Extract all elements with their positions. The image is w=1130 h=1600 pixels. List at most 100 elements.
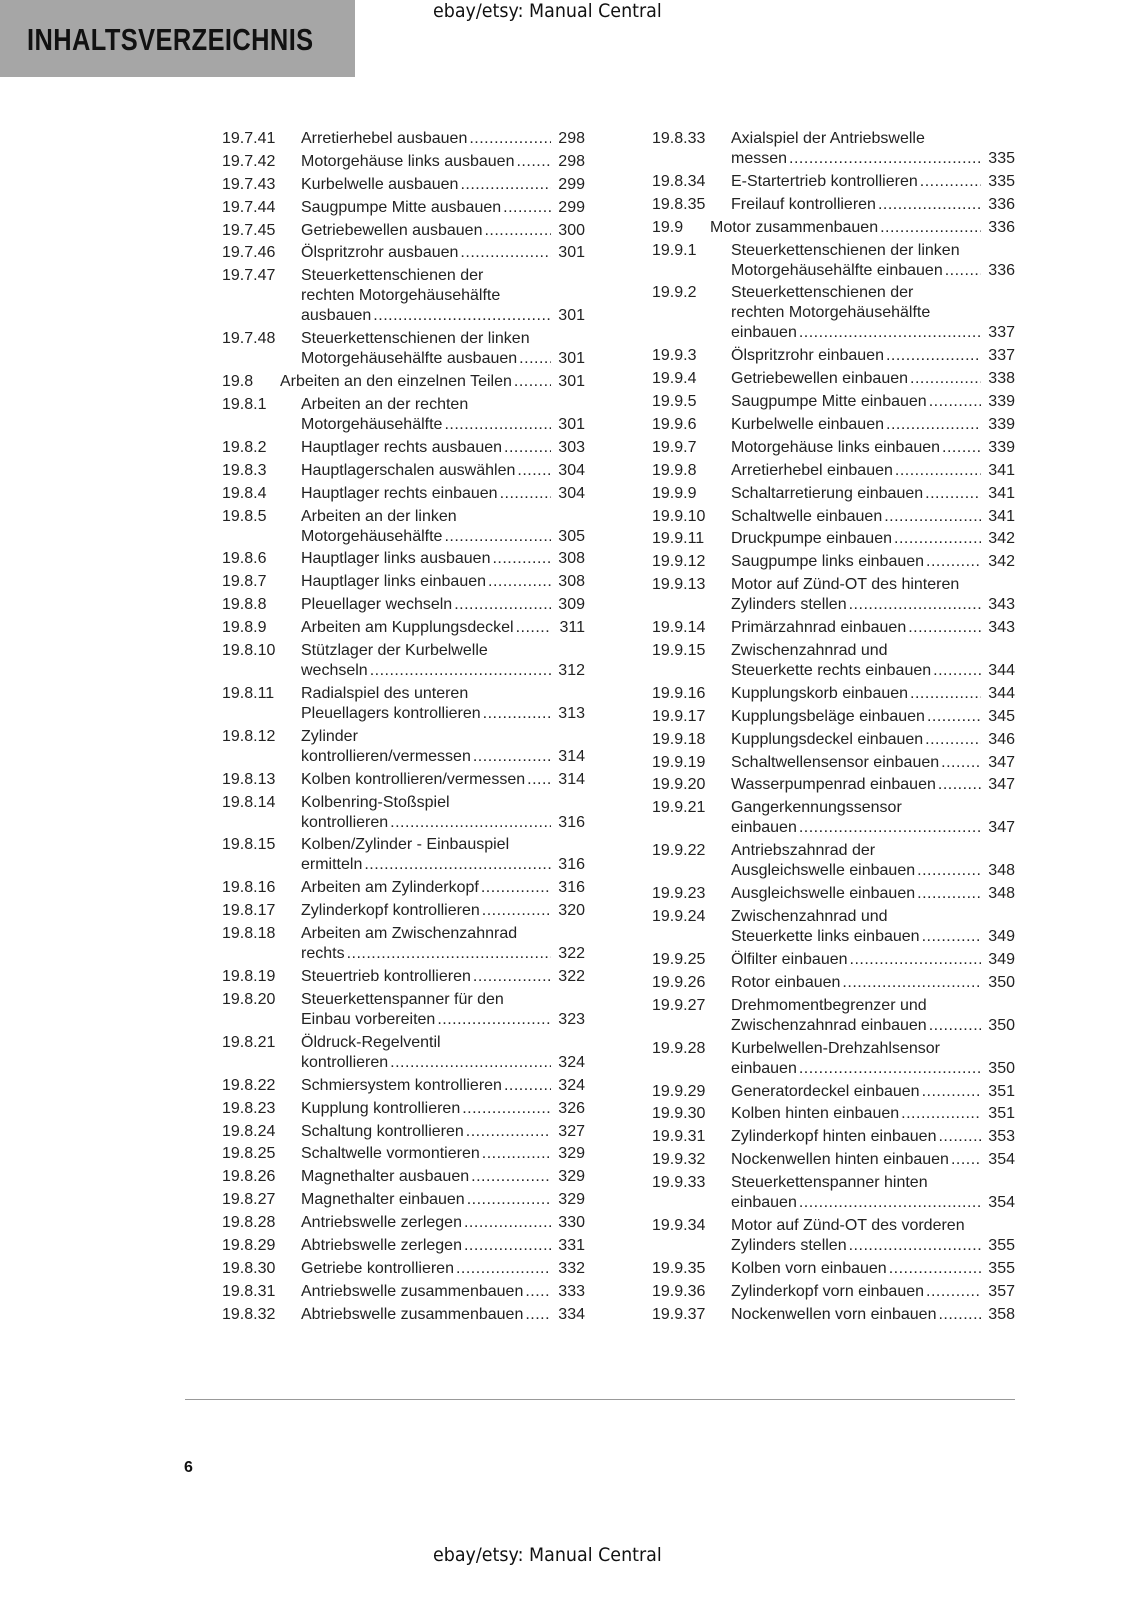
toc-entry[interactable]: 19.8.19 Steuertrieb kontrollieren 322 bbox=[222, 967, 585, 987]
toc-entry[interactable]: 19.9.11 Druckpumpe einbauen 342 bbox=[652, 529, 1015, 549]
toc-entry[interactable]: 19.9.17 Kupplungsbeläge einbauen 345 bbox=[652, 707, 1015, 727]
toc-entry[interactable]: 19.8.16 Arbeiten am Zylinderkopf 316 bbox=[222, 878, 585, 898]
toc-entry[interactable]: 19.8.18 Arbeiten am Zwischenzahnrad rechts… bbox=[222, 924, 585, 964]
toc-entry-number: 19.7.44 bbox=[222, 198, 276, 216]
toc-entry[interactable]: 19.9.33 Steuerkettenspanner hinten einbaue… bbox=[652, 1173, 1015, 1213]
toc-entry-title: Arbeiten am Kupplungsdeckel bbox=[301, 619, 514, 637]
toc-entry[interactable]: 19.8.15 Kolben/Zylinder - Einbauspiel ermi… bbox=[222, 835, 585, 875]
toc-entry[interactable]: 19.8.10 Stützlager der Kurbelwelle wechsel… bbox=[222, 641, 585, 681]
toc-entry[interactable]: 19.8.33 Axialspiel der Antriebswelle messe… bbox=[652, 129, 1015, 169]
toc-entry[interactable]: 19.9.14 Primärzahnrad einbauen 343 bbox=[652, 618, 1015, 638]
toc-entry[interactable]: 19.8.8 Pleuellager wechseln 309 bbox=[222, 595, 585, 615]
toc-entry[interactable]: 19.8.2 Hauptlager rechts ausbauen 303 bbox=[222, 438, 585, 458]
toc-entry[interactable]: 19.9.29 Generatordeckel einbauen 351 bbox=[652, 1082, 1015, 1102]
toc-entry[interactable]: 19.8.20 Steuerkettenspanner für den Einbau… bbox=[222, 990, 585, 1030]
toc-entry[interactable]: 19.9.16 Kupplungskorb einbauen 344 bbox=[652, 684, 1015, 704]
toc-entry[interactable]: 19.9.34 Motor auf Zünd-OT des vorderen Zyl… bbox=[652, 1216, 1015, 1256]
toc-entry[interactable]: 19.9.4 Getriebewellen einbauen 338 bbox=[652, 369, 1015, 389]
toc-entry-number: 19.9.2 bbox=[652, 284, 697, 302]
toc-entry[interactable]: 19.9.10 Schaltwelle einbauen 341 bbox=[652, 507, 1015, 527]
toc-entry[interactable]: 19.9.30 Kolben hinten einbauen 351 bbox=[652, 1104, 1015, 1124]
toc-entry[interactable]: 19.9.2 Steuerkettenschienen der rechten Mo… bbox=[652, 283, 1015, 343]
toc-entry[interactable]: 19.8.26 Magnethalter ausbauen 329 bbox=[222, 1167, 585, 1187]
toc-entry[interactable]: 19.9.18 Kupplungsdeckel einbauen 346 bbox=[652, 730, 1015, 750]
toc-entry[interactable]: 19.9.3 Ölspritzrohr einbauen 337 bbox=[652, 346, 1015, 366]
toc-entry[interactable]: 19.9.6 Kurbelwelle einbauen 339 bbox=[652, 415, 1015, 435]
toc-entry-page: 347 bbox=[988, 776, 1015, 794]
dot-leader bbox=[519, 349, 551, 369]
toc-entry[interactable]: 19.8.1 Arbeiten an der rechten Motorgehäus… bbox=[222, 395, 585, 435]
toc-entry-number: 19.8.31 bbox=[222, 1282, 276, 1300]
toc-entry[interactable]: 19.7.43 Kurbelwelle ausbauen 299 bbox=[222, 175, 585, 195]
toc-entry-title: Kupplungsbeläge einbauen bbox=[731, 707, 925, 725]
toc-entry-title: rechten Motorgehäusehälfte bbox=[731, 304, 931, 322]
toc-entry[interactable]: 19.9.27 Drehmomentbegrenzer und Zwischenza… bbox=[652, 996, 1015, 1036]
toc-entry[interactable]: 19.9.22 Antriebszahnrad der Ausgleichswell… bbox=[652, 841, 1015, 881]
toc-entry[interactable]: 19.9.28 Kurbelwellen-Drehzahlsensor einbau… bbox=[652, 1039, 1015, 1079]
toc-entry[interactable]: 19.8.3 Hauptlagerschalen auswählen 304 bbox=[222, 461, 585, 481]
toc-entry[interactable]: 19.7.41 Arretierhebel ausbauen 298 bbox=[222, 129, 585, 149]
toc-entry[interactable]: 19.8.35 Freilauf kontrollieren 336 bbox=[652, 195, 1015, 215]
toc-entry[interactable]: 19.8.21 Öldruck-Regelventil kontrollieren 3… bbox=[222, 1033, 585, 1073]
toc-entry[interactable]: 19.8.12 Zylinder kontrollieren/vermessen 31… bbox=[222, 727, 585, 767]
toc-entry[interactable]: 19.9.36 Zylinderkopf vorn einbauen 357 bbox=[652, 1282, 1015, 1302]
toc-entry[interactable]: 19.8.13 Kolben kontrollieren/vermessen 314 bbox=[222, 770, 585, 790]
toc-entry[interactable]: 19.9.32 Nockenwellen hinten einbauen 354 bbox=[652, 1150, 1015, 1170]
toc-entry[interactable]: 19.8.27 Magnethalter einbauen 329 bbox=[222, 1190, 585, 1210]
dot-leader bbox=[926, 552, 981, 572]
toc-entry[interactable]: 19.8.30 Getriebe kontrollieren 332 bbox=[222, 1259, 585, 1279]
toc-entry[interactable]: 19.9.13 Motor auf Zünd-OT des hinteren Zyl… bbox=[652, 575, 1015, 615]
toc-entry[interactable]: 19.9.21 Gangerkennungssensor einbauen 347 bbox=[652, 798, 1015, 838]
toc-entry[interactable]: 19.9.7 Motorgehäuse links einbauen 339 bbox=[652, 438, 1015, 458]
toc-entry[interactable]: 19.8 Arbeiten an den einzelnen Teilen 301 bbox=[222, 372, 585, 392]
toc-entry[interactable]: 19.9.19 Schaltwellensensor einbauen 347 bbox=[652, 753, 1015, 773]
toc-entry[interactable]: 19.8.9 Arbeiten am Kupplungsdeckel 311 bbox=[222, 618, 585, 638]
toc-entry[interactable]: 19.8.14 Kolbenring-Stoßspiel kontrollieren… bbox=[222, 793, 585, 833]
toc-entry[interactable]: 19.8.11 Radialspiel des unteren Pleuellage… bbox=[222, 684, 585, 724]
dot-leader bbox=[895, 461, 981, 481]
toc-entry-number: 19.8.10 bbox=[222, 642, 276, 660]
toc-entry[interactable]: 19.7.48 Steuerkettenschienen der linken Mo… bbox=[222, 329, 585, 369]
toc-entry[interactable]: 19.9.26 Rotor einbauen 350 bbox=[652, 973, 1015, 993]
toc-entry[interactable]: 19.7.46 Ölspritzrohr ausbauen 301 bbox=[222, 243, 585, 263]
toc-entry[interactable]: 19.8.6 Hauptlager links ausbauen 308 bbox=[222, 549, 585, 569]
toc-entry[interactable]: 19.9.1 Steuerkettenschienen der linken Mot… bbox=[652, 241, 1015, 281]
toc-entry-page: 312 bbox=[558, 662, 585, 680]
toc-entry[interactable]: 19.7.44 Saugpumpe Mitte ausbauen 299 bbox=[222, 198, 585, 218]
toc-entry-page: 349 bbox=[988, 928, 1015, 946]
toc-entry[interactable]: 19.7.47 Steuerkettenschienen der rechten M… bbox=[222, 266, 585, 326]
toc-entry[interactable]: 19.8.25 Schaltwelle vormontieren 329 bbox=[222, 1144, 585, 1164]
toc-entry[interactable]: 19.8.29 Abtriebswelle zerlegen 331 bbox=[222, 1236, 585, 1256]
toc-entry[interactable]: 19.9.20 Wasserpumpenrad einbauen 347 bbox=[652, 775, 1015, 795]
toc-entry[interactable]: 19.9.8 Arretierhebel einbauen 341 bbox=[652, 461, 1015, 481]
toc-entry[interactable]: 19.8.28 Antriebswelle zerlegen 330 bbox=[222, 1213, 585, 1233]
toc-entry[interactable]: 19.9.24 Zwischenzahnrad und Steuerkette li… bbox=[652, 907, 1015, 947]
toc-entry[interactable]: 19.9.15 Zwischenzahnrad und Steuerkette re… bbox=[652, 641, 1015, 681]
toc-entry[interactable]: 19.9.5 Saugpumpe Mitte einbauen 339 bbox=[652, 392, 1015, 412]
toc-entry[interactable]: 19.8.31 Antriebswelle zusammenbauen 333 bbox=[222, 1282, 585, 1302]
toc-entry[interactable]: 19.9.12 Saugpumpe links einbauen 342 bbox=[652, 552, 1015, 572]
dot-leader bbox=[373, 306, 551, 326]
toc-entry[interactable]: 19.7.42 Motorgehäuse links ausbauen 298 bbox=[222, 152, 585, 172]
toc-entry[interactable]: 19.8.23 Kupplung kontrollieren 326 bbox=[222, 1099, 585, 1119]
toc-entry[interactable]: 19.9 Motor zusammenbauen 336 bbox=[652, 218, 1015, 238]
toc-entry-number: 19.9.4 bbox=[652, 370, 697, 388]
dot-leader bbox=[925, 484, 981, 504]
toc-entry[interactable]: 19.9.23 Ausgleichswelle einbauen 348 bbox=[652, 884, 1015, 904]
toc-entry[interactable]: 19.8.32 Abtriebswelle zusammenbauen 334 bbox=[222, 1305, 585, 1325]
toc-entry[interactable]: 19.7.45 Getriebewellen ausbauen 300 bbox=[222, 221, 585, 241]
toc-entry[interactable]: 19.9.31 Zylinderkopf hinten einbauen 353 bbox=[652, 1127, 1015, 1147]
toc-entry[interactable]: 19.8.22 Schmiersystem kontrollieren 324 bbox=[222, 1076, 585, 1096]
toc-entry-page: 301 bbox=[558, 350, 585, 368]
toc-entry[interactable]: 19.9.37 Nockenwellen vorn einbauen 358 bbox=[652, 1305, 1015, 1325]
toc-entry[interactable]: 19.8.34 E-Startertrieb kontrollieren 335 bbox=[652, 172, 1015, 192]
toc-entry[interactable]: 19.9.25 Ölfilter einbauen 349 bbox=[652, 950, 1015, 970]
toc-entry[interactable]: 19.8.5 Arbeiten an der linken Motorgehäuse… bbox=[222, 507, 585, 547]
toc-entry[interactable]: 19.8.7 Hauptlager links einbauen 308 bbox=[222, 572, 585, 592]
toc-entry[interactable]: 19.8.4 Hauptlager rechts einbauen 304 bbox=[222, 484, 585, 504]
toc-entry[interactable]: 19.9.35 Kolben vorn einbauen 355 bbox=[652, 1259, 1015, 1279]
toc-entry[interactable]: 19.8.24 Schaltung kontrollieren 327 bbox=[222, 1122, 585, 1142]
toc-entry-number: 19.9.16 bbox=[652, 684, 706, 702]
toc-entry[interactable]: 19.9.9 Schaltarretierung einbauen 341 bbox=[652, 484, 1015, 504]
toc-entry[interactable]: 19.8.17 Zylinderkopf kontrollieren 320 bbox=[222, 901, 585, 921]
